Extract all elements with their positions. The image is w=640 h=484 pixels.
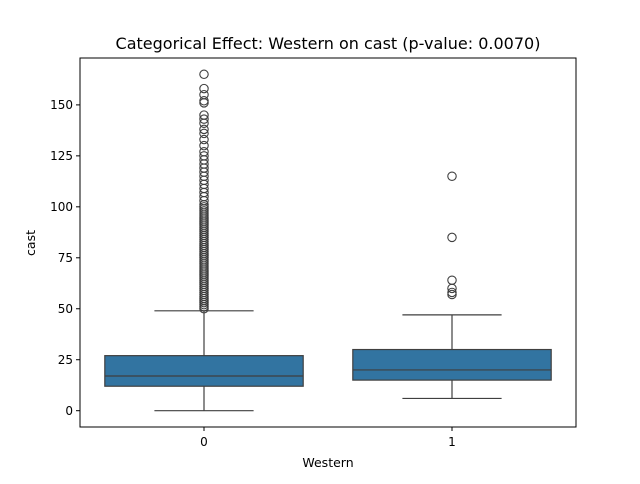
- y-tick-label: 0: [65, 404, 73, 418]
- outlier-point: [199, 69, 209, 80]
- outlier-point: [447, 232, 457, 243]
- outlier-point: [199, 140, 209, 151]
- outlier-point: [199, 114, 209, 124]
- y-axis-label: cast: [23, 230, 38, 256]
- x-tick-label: 1: [448, 435, 456, 449]
- outlier-point: [447, 171, 457, 181]
- x-axis-label: Western: [302, 455, 353, 470]
- box-1: [352, 171, 552, 400]
- outlier-point: [199, 147, 209, 157]
- outlier-point: [447, 287, 457, 298]
- y-tick-label: 50: [58, 302, 73, 316]
- outlier-point: [199, 89, 209, 100]
- outlier-point: [199, 134, 209, 145]
- y-tick-label: 75: [58, 251, 73, 265]
- y-tick-label: 25: [58, 353, 73, 367]
- outlier-point: [199, 128, 209, 139]
- iqr-box: [104, 355, 304, 387]
- outlier-point: [199, 83, 209, 94]
- y-tick-label: 150: [50, 98, 73, 112]
- y-tick-label: 125: [50, 149, 73, 163]
- outlier-point: [447, 275, 457, 285]
- outlier-point: [199, 96, 209, 106]
- y-tick-label: 100: [50, 200, 73, 214]
- boxes: [104, 69, 552, 412]
- y-axis: 0 25 50 75 100 125 150: [50, 98, 80, 418]
- outlier-point: [199, 124, 209, 135]
- box-0: [104, 69, 304, 412]
- x-tick-label: 0: [200, 435, 208, 449]
- chart-title: Categorical Effect: Western on cast (p-v…: [116, 34, 541, 53]
- outlier-point: [199, 151, 209, 161]
- outlier-point: [199, 110, 209, 120]
- iqr-box: [352, 348, 552, 381]
